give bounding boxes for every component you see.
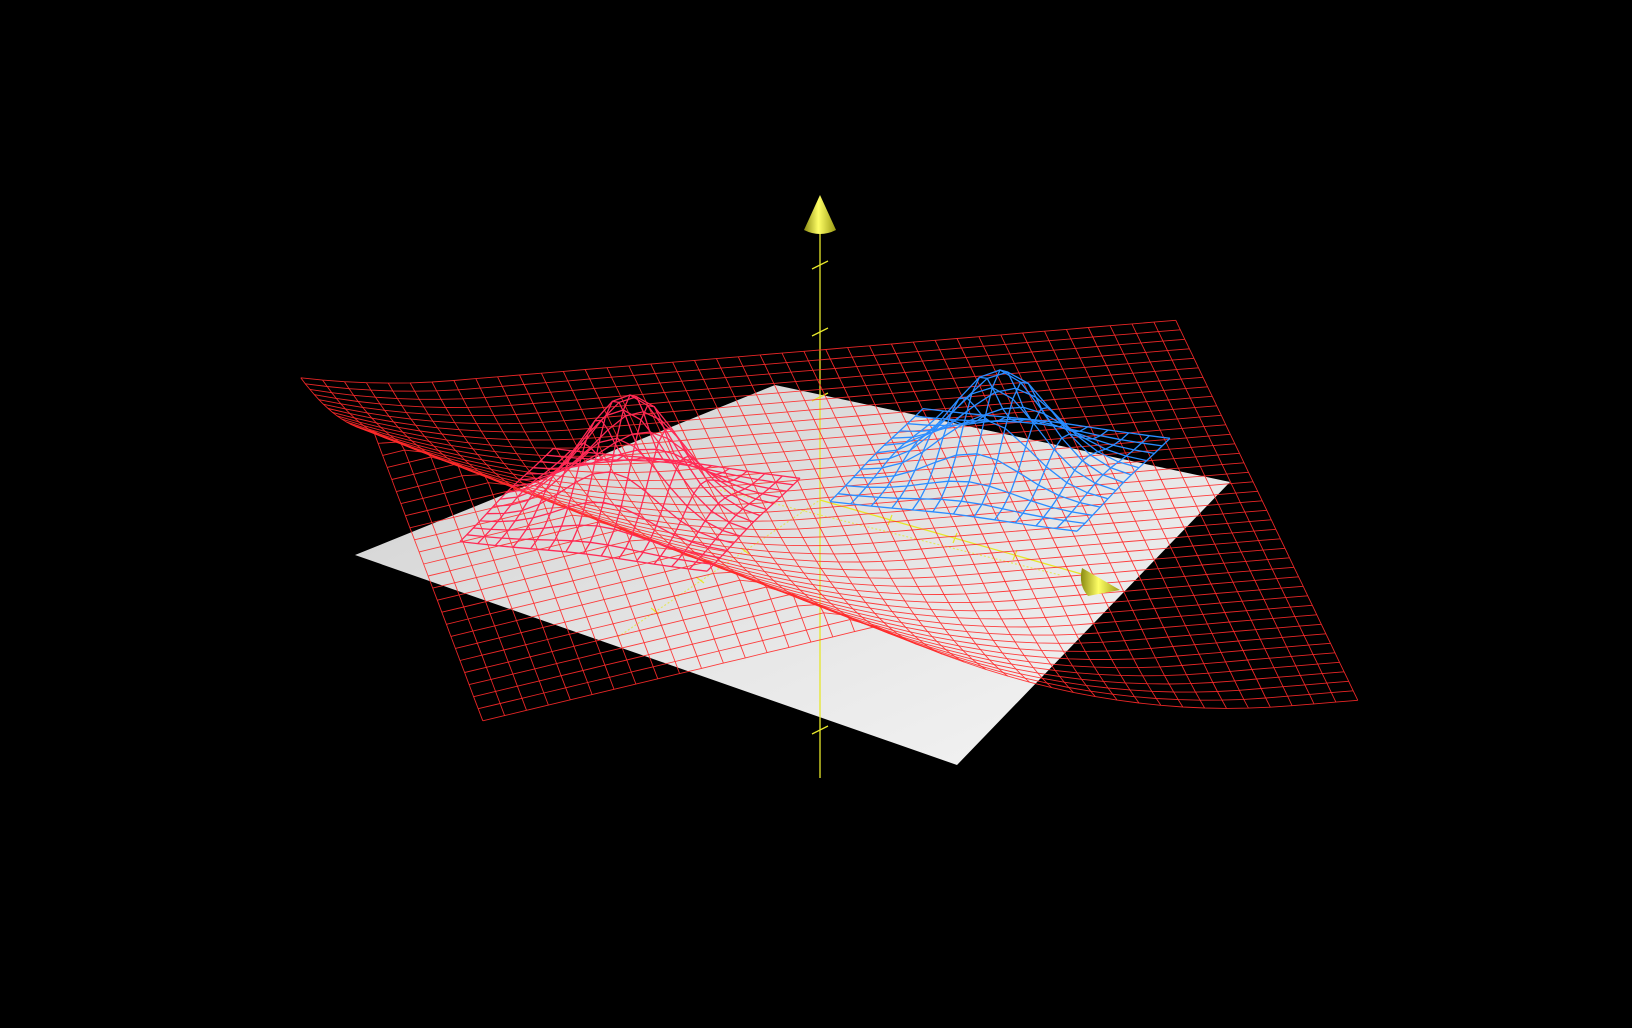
ground-plane bbox=[355, 385, 1230, 765]
red-wireframe-sheet bbox=[300, 319, 1359, 722]
right-gaussian-bump bbox=[829, 369, 1171, 532]
z-axis bbox=[811, 222, 829, 778]
axis-arrows bbox=[804, 195, 1120, 596]
left-gaussian-bump bbox=[459, 394, 801, 572]
